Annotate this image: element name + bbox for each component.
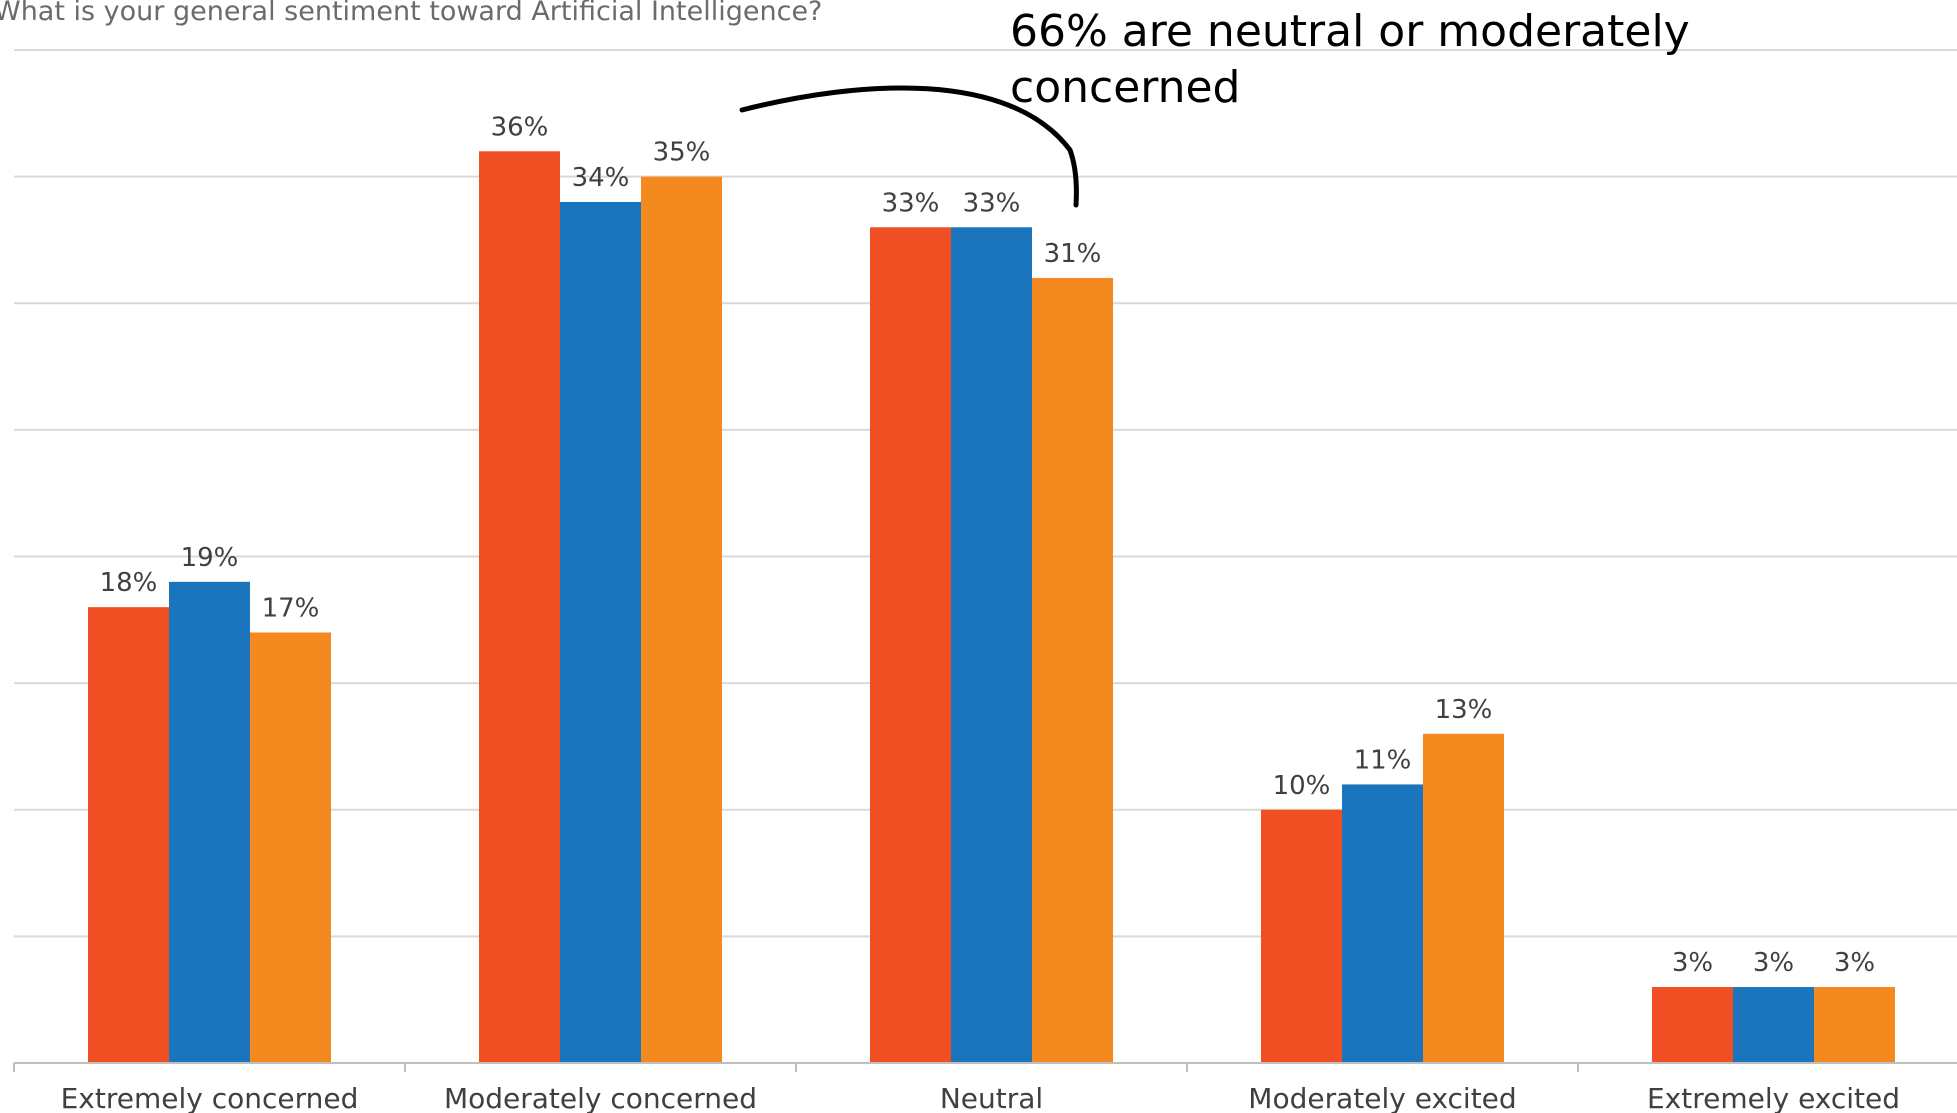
- data-label: 3%: [1834, 948, 1875, 978]
- data-label: 35%: [653, 138, 711, 168]
- data-label: 19%: [181, 543, 239, 573]
- data-labels: 18% 19% 17% 36% 34% 35% 33% 33% 31% 10% 11% 13% 3% 3%…: [100, 112, 1876, 978]
- data-label: 36%: [491, 112, 549, 142]
- bars: [88, 151, 1895, 1064]
- annotation-line-1: 66% are neutral or moderately: [1010, 6, 1690, 57]
- bar: [641, 176, 722, 1063]
- data-label: 11%: [1354, 745, 1412, 775]
- category-label: Moderately concerned: [444, 1082, 757, 1113]
- data-label: 31%: [1044, 239, 1102, 269]
- bar: [88, 607, 169, 1063]
- bar: [1652, 987, 1733, 1063]
- category-label: Neutral: [940, 1082, 1043, 1113]
- bar: [1733, 987, 1814, 1063]
- chart-title: What is your general sentiment toward Ar…: [0, 0, 822, 27]
- bar: [951, 227, 1032, 1063]
- bar: [1342, 784, 1423, 1063]
- bar: [250, 632, 331, 1063]
- bar: [479, 151, 560, 1064]
- bar: [169, 581, 250, 1063]
- data-label: 34%: [572, 163, 630, 193]
- category-label: Extremely excited: [1647, 1082, 1900, 1113]
- data-label: 33%: [882, 188, 940, 218]
- data-label: 13%: [1435, 695, 1493, 725]
- annotation-line-2: concerned: [1010, 62, 1240, 113]
- annotation-arrow: [739, 85, 1079, 208]
- bar: [1814, 987, 1895, 1063]
- category-label: Moderately excited: [1248, 1082, 1516, 1113]
- bar: [870, 227, 951, 1063]
- data-label: 33%: [963, 188, 1021, 218]
- x-axis: Extremely concerned Moderately concerned N…: [13, 1062, 1957, 1113]
- bar: [1261, 809, 1342, 1063]
- data-label: 10%: [1273, 771, 1331, 801]
- bar: [560, 201, 641, 1063]
- bar: [1032, 277, 1113, 1063]
- category-label: Extremely concerned: [61, 1082, 359, 1113]
- bar: [1423, 733, 1504, 1063]
- data-label: 18%: [100, 568, 158, 598]
- data-label: 3%: [1672, 948, 1713, 978]
- data-label: 3%: [1753, 948, 1794, 978]
- data-label: 17%: [262, 593, 320, 623]
